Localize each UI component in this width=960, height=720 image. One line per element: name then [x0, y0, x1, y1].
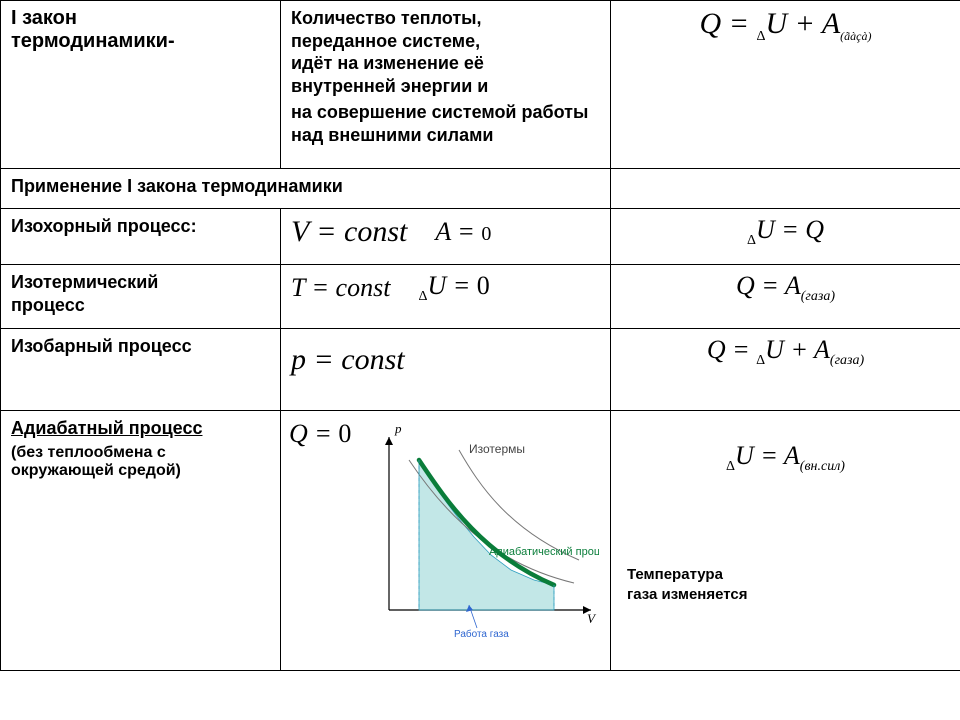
sym-eq: = — [755, 271, 785, 300]
sym-T: T — [291, 273, 305, 302]
sym-zero: 0 — [338, 419, 351, 448]
y-axis-label: p — [394, 421, 402, 436]
sym-A: A — [822, 7, 840, 40]
sym-Q: Q — [707, 335, 726, 364]
first-law-title-l2: термодинамики- — [11, 30, 270, 53]
sym-U: U — [756, 215, 775, 244]
y-axis-arrow — [385, 437, 393, 445]
isochoric-f2: A = 0 — [435, 217, 491, 247]
thermo-table: I закон термодинамики- Количество теплот… — [0, 0, 960, 671]
row-first-law: I закон термодинамики- Количество теплот… — [1, 1, 960, 169]
isothermal-f3: Q = A(газа) — [736, 271, 835, 305]
sym-plus: + — [787, 7, 822, 40]
sym-delta: Δ — [756, 353, 765, 368]
sym-A: A — [785, 271, 801, 300]
sym-eq: = — [309, 215, 344, 248]
row-isobaric: Изобарный процесс p = const Q = ΔU + A(г… — [1, 329, 960, 411]
first-law-desc-l3: идёт на изменение её — [291, 52, 600, 75]
isothermal-label-l2: процесс — [11, 294, 270, 317]
sym-A: A — [435, 217, 450, 246]
sym-A: A — [784, 441, 800, 470]
isothermal-f2: ΔU = 0 — [418, 271, 489, 305]
sym-V: V — [291, 215, 309, 248]
sym-const: const — [341, 343, 404, 376]
isobaric-f2: Q = ΔU + A(газа) — [707, 335, 864, 369]
first-law-title-l1: I закон — [11, 7, 270, 30]
sym-Q: Q — [289, 419, 308, 448]
row-application-header: Применение I закона термодинамики — [1, 169, 960, 209]
sym-U: U — [765, 335, 784, 364]
adiabatic-label-l2: (без теплообмена с — [11, 444, 270, 462]
temperature-note-l2: газа изменяется — [627, 585, 950, 605]
work-label: Работа газа — [454, 628, 509, 640]
first-law-formula: Q = ΔU + A(ãàçà) — [700, 7, 872, 45]
sym-eq: = — [305, 273, 336, 302]
adiabatic-f1: Q = 0 — [289, 419, 351, 449]
sym-Q: Q — [805, 215, 824, 244]
sym-zero: 0 — [477, 271, 490, 300]
sym-eq: = — [446, 271, 477, 300]
sym-Q: Q — [700, 7, 722, 40]
sym-const: const — [336, 273, 391, 302]
sym-zero: 0 — [481, 223, 491, 245]
isothermal-label-l1: Изотермический — [11, 271, 270, 294]
pv-diagram: p V Изотермы Адиабатический процесс Рабо… — [359, 415, 599, 645]
sym-sub: (ãàçà) — [840, 29, 871, 43]
sym-U: U — [735, 441, 754, 470]
adiabat-label: Адиабатический процесс — [489, 546, 599, 558]
isochoric-f1: V = const — [291, 215, 407, 249]
sym-eq: = — [306, 343, 341, 376]
isochoric-f3: ΔU = Q — [747, 215, 824, 249]
temperature-note-l1: Температура — [627, 565, 950, 585]
sym-const: const — [344, 215, 407, 248]
row-isothermal: Изотермический процесс T = const ΔU = 0 … — [1, 265, 960, 329]
sym-delta: Δ — [726, 459, 735, 474]
sym-delta: Δ — [747, 233, 756, 248]
adiabatic-label-l1: Адиабатный процесс — [11, 417, 270, 440]
first-law-desc-l1: Количество теплоты, — [291, 7, 600, 30]
first-law-desc-l2: переданное системе, — [291, 30, 600, 53]
adiabatic-f2: ΔU = A(вн.сил) — [726, 441, 845, 470]
adiabatic-label-l3: окружающей средой) — [11, 462, 270, 480]
sym-plus: + — [784, 335, 814, 364]
sym-p: p — [291, 343, 306, 376]
sym-U: U — [427, 271, 446, 300]
isobaric-f1: p = const — [291, 343, 405, 376]
sym-sub: (газа) — [801, 289, 835, 304]
first-law-desc-l5: на совершение системой работы над внешни… — [291, 101, 600, 146]
isochoric-label: Изохорный процесс: — [11, 215, 270, 238]
x-axis-label: V — [587, 611, 597, 626]
row-adiabatic: Адиабатный процесс (без теплообмена с ок… — [1, 411, 960, 671]
isobaric-label: Изобарный процесс — [11, 335, 270, 358]
sym-sub: (газа) — [830, 353, 864, 368]
sym-A: A — [814, 335, 830, 364]
sym-eq: = — [451, 217, 482, 246]
isothermal-f1: T = const — [291, 273, 390, 303]
sym-eq: = — [308, 419, 339, 448]
sym-eq: = — [726, 335, 757, 364]
sym-eq: = — [721, 7, 756, 40]
sym-sub: (вн.сил) — [800, 459, 845, 474]
sym-Q: Q — [736, 271, 755, 300]
row-isochoric: Изохорный процесс: V = const A = 0 ΔU = … — [1, 209, 960, 265]
sym-eq: = — [754, 441, 784, 470]
first-law-desc-l4: внутренней энергии и — [291, 75, 600, 98]
application-title: Применение I закона термодинамики — [11, 175, 600, 198]
isotherm-label: Изотермы — [469, 442, 525, 456]
sym-U: U — [765, 7, 787, 40]
sym-eq: = — [775, 215, 806, 244]
